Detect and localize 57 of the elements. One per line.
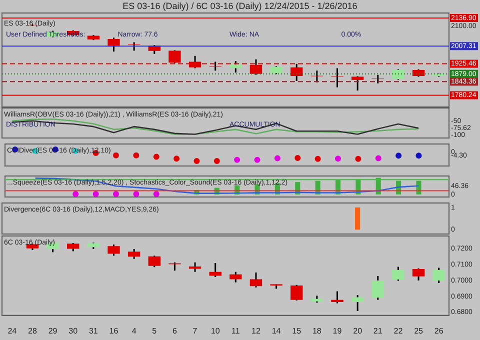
point bbox=[194, 158, 200, 164]
x-tick-label: 12 bbox=[252, 326, 261, 336]
candlestick bbox=[108, 244, 120, 256]
x-tick-label: 28 bbox=[28, 326, 38, 336]
x-tick-label: 10 bbox=[210, 326, 220, 336]
candlestick bbox=[108, 36, 120, 52]
candlestick bbox=[351, 294, 364, 312]
x-tick-label: 30 bbox=[68, 326, 78, 336]
x-tick-label: 25 bbox=[414, 326, 424, 336]
x-tick-label: 7 bbox=[192, 326, 198, 336]
x-tick-label: 24 bbox=[8, 326, 18, 336]
candlestick bbox=[392, 266, 404, 282]
x-tick-label: 14 bbox=[272, 326, 282, 336]
candlestick bbox=[148, 254, 160, 268]
point bbox=[254, 156, 260, 163]
candlestick bbox=[372, 275, 384, 301]
x-tick-label: 16 bbox=[109, 326, 119, 336]
x-tick-label: 29 bbox=[48, 326, 58, 336]
point bbox=[153, 154, 160, 160]
candlestick bbox=[230, 60, 242, 74]
x-tick-label: 18 bbox=[312, 326, 322, 336]
point bbox=[174, 156, 180, 162]
candlestick bbox=[331, 290, 344, 304]
point bbox=[133, 152, 140, 158]
x-tick-label: 4 bbox=[132, 326, 137, 336]
candlestick bbox=[250, 272, 262, 288]
point bbox=[355, 156, 362, 162]
point bbox=[294, 155, 301, 162]
x-tick-label: 5 bbox=[152, 326, 158, 336]
candlestick bbox=[412, 268, 425, 282]
candlestick bbox=[230, 271, 242, 284]
x-tick-label: 20 bbox=[353, 326, 363, 336]
x-tick-label: 22 bbox=[394, 326, 404, 336]
candlestick bbox=[331, 67, 344, 88]
x-tick-label: 31 bbox=[88, 326, 98, 336]
candlestick bbox=[432, 267, 445, 284]
candlestick bbox=[372, 74, 384, 84]
point bbox=[375, 155, 382, 162]
x-tick-label: 19 bbox=[332, 326, 342, 336]
chart-title: ES 03-16 (Daily) / 6C 03-16 (Daily) 12/24/2015 - 1/26/2016 bbox=[122, 0, 358, 12]
x-tick-label: 26 bbox=[434, 326, 444, 336]
candlestick bbox=[128, 248, 140, 260]
point bbox=[234, 156, 240, 163]
point bbox=[274, 155, 280, 162]
x-tick-label: 11 bbox=[232, 326, 240, 336]
point bbox=[335, 156, 341, 162]
x-tick-label: 21 bbox=[373, 326, 383, 336]
candlestick bbox=[351, 75, 364, 92]
point bbox=[416, 152, 422, 159]
point bbox=[113, 152, 119, 158]
candlestick bbox=[209, 262, 222, 278]
point bbox=[214, 158, 220, 164]
point bbox=[396, 152, 402, 159]
x-tick-label: 15 bbox=[292, 326, 302, 336]
x-tick-label: 6 bbox=[172, 326, 178, 336]
point bbox=[314, 156, 321, 162]
candlestick bbox=[290, 284, 303, 302]
